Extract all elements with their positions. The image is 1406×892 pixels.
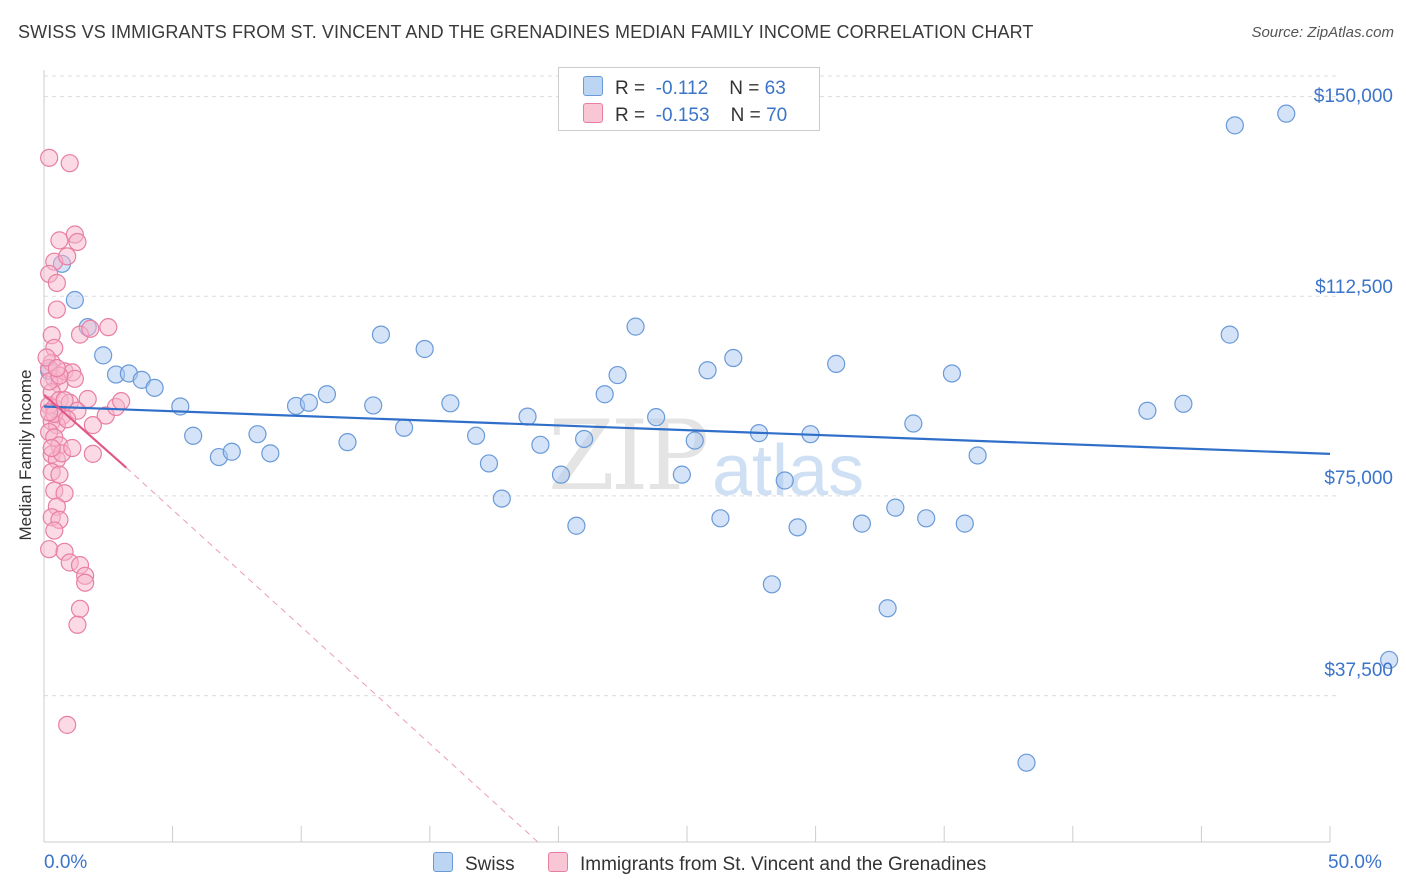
swiss-n-value: 63 [764,78,786,99]
swiss-point-31 [575,429,594,449]
swiss-point-56 [1138,401,1157,420]
swiss-point-39 [711,509,730,528]
svg-n-label: N = [730,105,761,126]
swiss-point-27 [518,407,537,426]
y-axis-title: Median Family Income [16,369,35,541]
swiss-point-26 [492,489,511,508]
legend-row-swiss: R = -0.112 N = 63 [583,76,786,100]
swiss-point-59 [1225,116,1244,135]
swiss-point-36 [672,465,691,484]
swiss-point-42 [762,575,781,594]
swiss-point-50 [904,414,923,433]
swiss-point-22 [415,339,434,359]
swiss-swatch [583,76,603,96]
y-tick-label-112500: $112,500 [1315,277,1393,298]
swiss-point-12 [222,442,241,461]
swiss-point-61 [1380,650,1399,670]
swiss-point-46 [827,354,846,373]
swiss-point-54 [968,446,987,465]
swiss-point-14 [261,444,280,463]
chart-source: Source: ZipAtlas.com [1251,24,1394,41]
legend-row-svg: R = -0.153 N = 70 [583,103,787,127]
watermark-atlas: atlas [712,431,865,511]
swiss-point-32 [595,385,614,404]
swiss-point-43 [775,471,794,490]
swiss-n-label: N = [729,78,760,99]
swiss-point-8 [145,378,164,397]
swiss-point-57 [1174,394,1193,413]
swiss-point-47 [852,514,871,533]
swiss-r-value: -0.112 [655,78,709,99]
svg-swatch [583,103,603,123]
swiss-point-51 [917,509,936,528]
bottom-legend-swiss: Swiss [433,852,515,876]
swiss-point-24 [466,426,486,445]
y-tick-label-150000: $150,000 [1313,86,1393,107]
swiss-point-34 [626,317,645,336]
swiss-trendline [43,405,1331,455]
swiss-point-30 [567,516,586,535]
svg-trendline [43,393,128,469]
svg-legend-swatch [548,852,568,872]
swiss-point-44 [788,518,807,537]
chart-title: SWISS VS IMMIGRANTS FROM ST. VINCENT AND… [18,22,1034,42]
svg-r-label: R = [615,105,646,126]
swiss-point-2 [65,290,84,310]
y-tick-label-37500: $37,500 [1324,660,1393,681]
swiss-point-53 [955,514,974,533]
svg-r-value: -0.153 [655,105,710,126]
swiss-point-29 [551,465,571,484]
swiss-point-16 [299,393,319,412]
swiss-point-40 [724,348,743,368]
swiss-point-52 [942,364,962,383]
swiss-point-18 [338,433,357,452]
svg-trendline-extension [125,467,539,843]
x-tick-label-min: 0.0% [44,852,88,873]
swiss-point-38 [698,361,717,380]
swiss-point-55 [1017,753,1036,772]
swiss-point-60 [1277,104,1296,123]
swiss-point-4 [94,346,113,365]
correlation-legend: R = -0.112 N = 63 R = -0.153 N = 70 [558,67,820,131]
swiss-legend-swatch [433,852,453,872]
swiss-legend-label: Swiss [465,854,515,875]
swiss-point-35 [647,408,666,427]
swiss-point-37 [685,431,704,450]
swiss-point-33 [608,365,627,385]
bottom-legend-svg: Immigrants from St. Vincent and the Gren… [548,852,986,876]
swiss-point-17 [317,385,337,404]
swiss-point-23 [441,394,460,413]
svg-n-value: 70 [766,105,788,126]
watermark-zip: ZIP [548,400,709,512]
swiss-point-19 [364,396,383,415]
svg-legend-label: Immigrants from St. Vincent and the Gren… [580,854,987,875]
y-tick-label-75000: $75,000 [1324,468,1393,489]
swiss-point-25 [479,454,499,473]
x-tick-label-max: 50.0% [1328,852,1382,873]
swiss-point-48 [878,599,897,618]
swiss-point-49 [886,498,905,517]
swiss-point-13 [248,425,267,444]
swiss-r-label: R = [615,78,646,99]
swiss-point-21 [394,418,414,437]
swiss-point-58 [1220,325,1239,344]
swiss-point-10 [184,426,203,445]
swiss-point-20 [371,325,391,344]
swiss-point-28 [531,435,550,454]
